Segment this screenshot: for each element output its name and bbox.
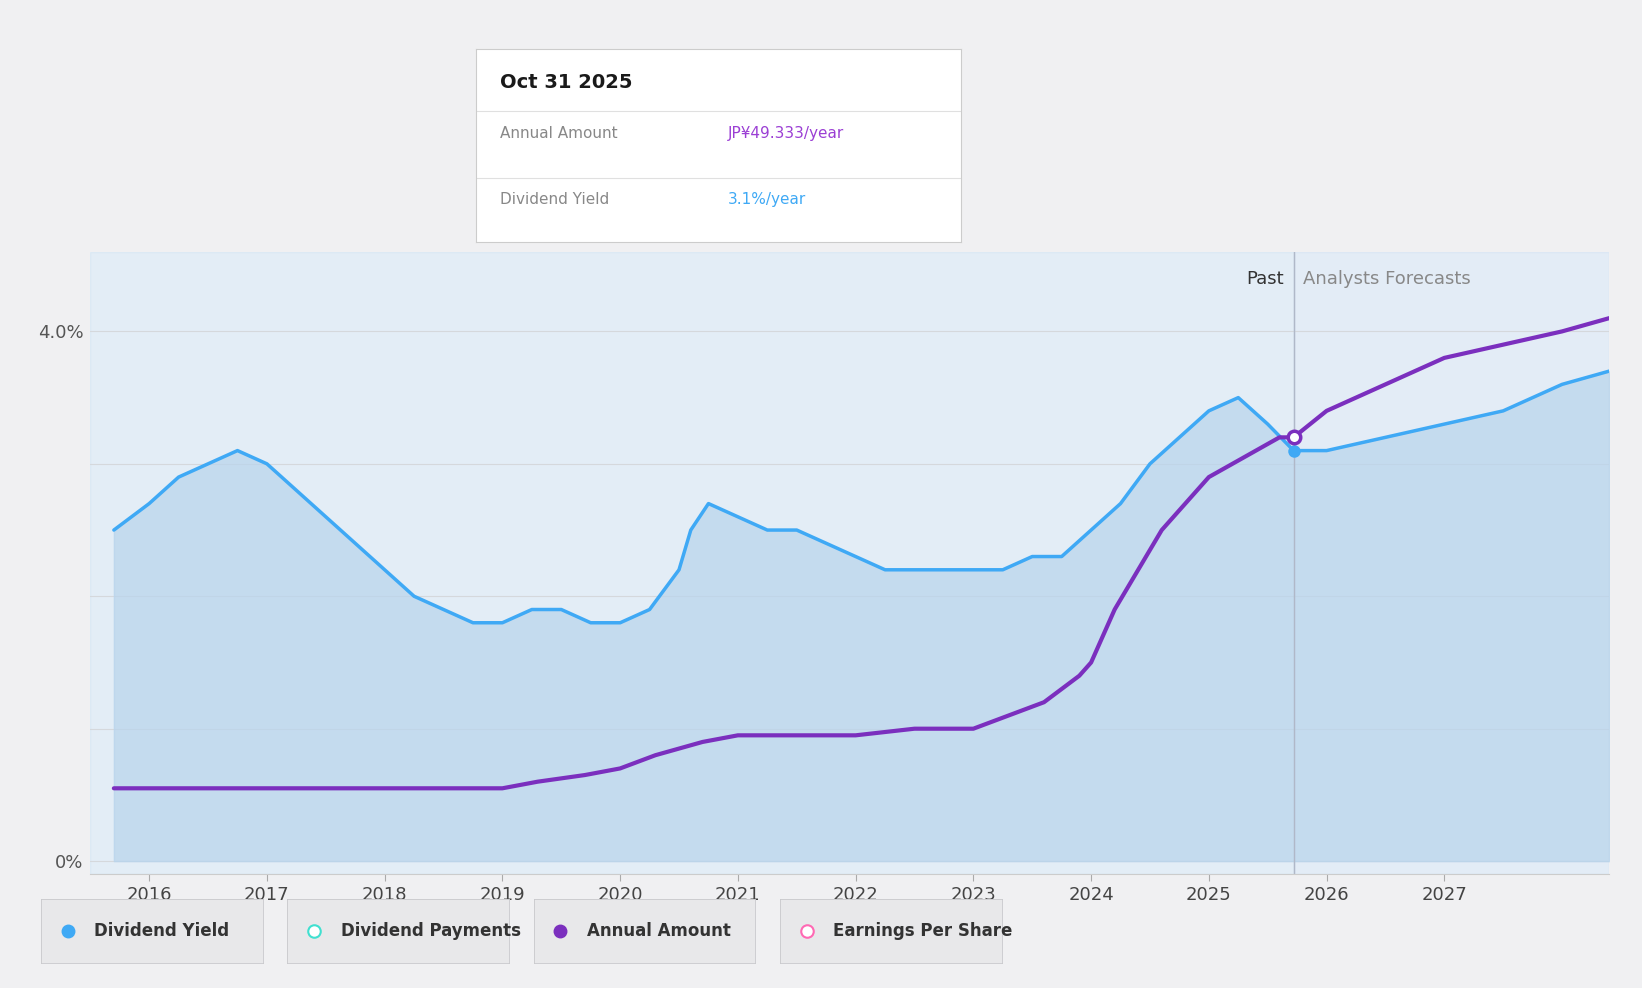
Text: Annual Amount: Annual Amount	[586, 922, 731, 941]
Text: Earnings Per Share: Earnings Per Share	[832, 922, 1013, 941]
Text: 3.1%/year: 3.1%/year	[727, 192, 806, 206]
Text: Analysts Forecasts: Analysts Forecasts	[1304, 270, 1471, 288]
Text: Dividend Yield: Dividend Yield	[501, 192, 609, 206]
Text: Past: Past	[1246, 270, 1284, 288]
Bar	[1294, 252, 1609, 874]
Text: Dividend Payments: Dividend Payments	[340, 922, 521, 941]
Text: JP¥49.333/year: JP¥49.333/year	[727, 126, 844, 141]
Bar	[90, 252, 1294, 874]
Text: Dividend Yield: Dividend Yield	[94, 922, 230, 941]
Text: Oct 31 2025: Oct 31 2025	[501, 72, 632, 92]
Text: Annual Amount: Annual Amount	[501, 126, 617, 141]
